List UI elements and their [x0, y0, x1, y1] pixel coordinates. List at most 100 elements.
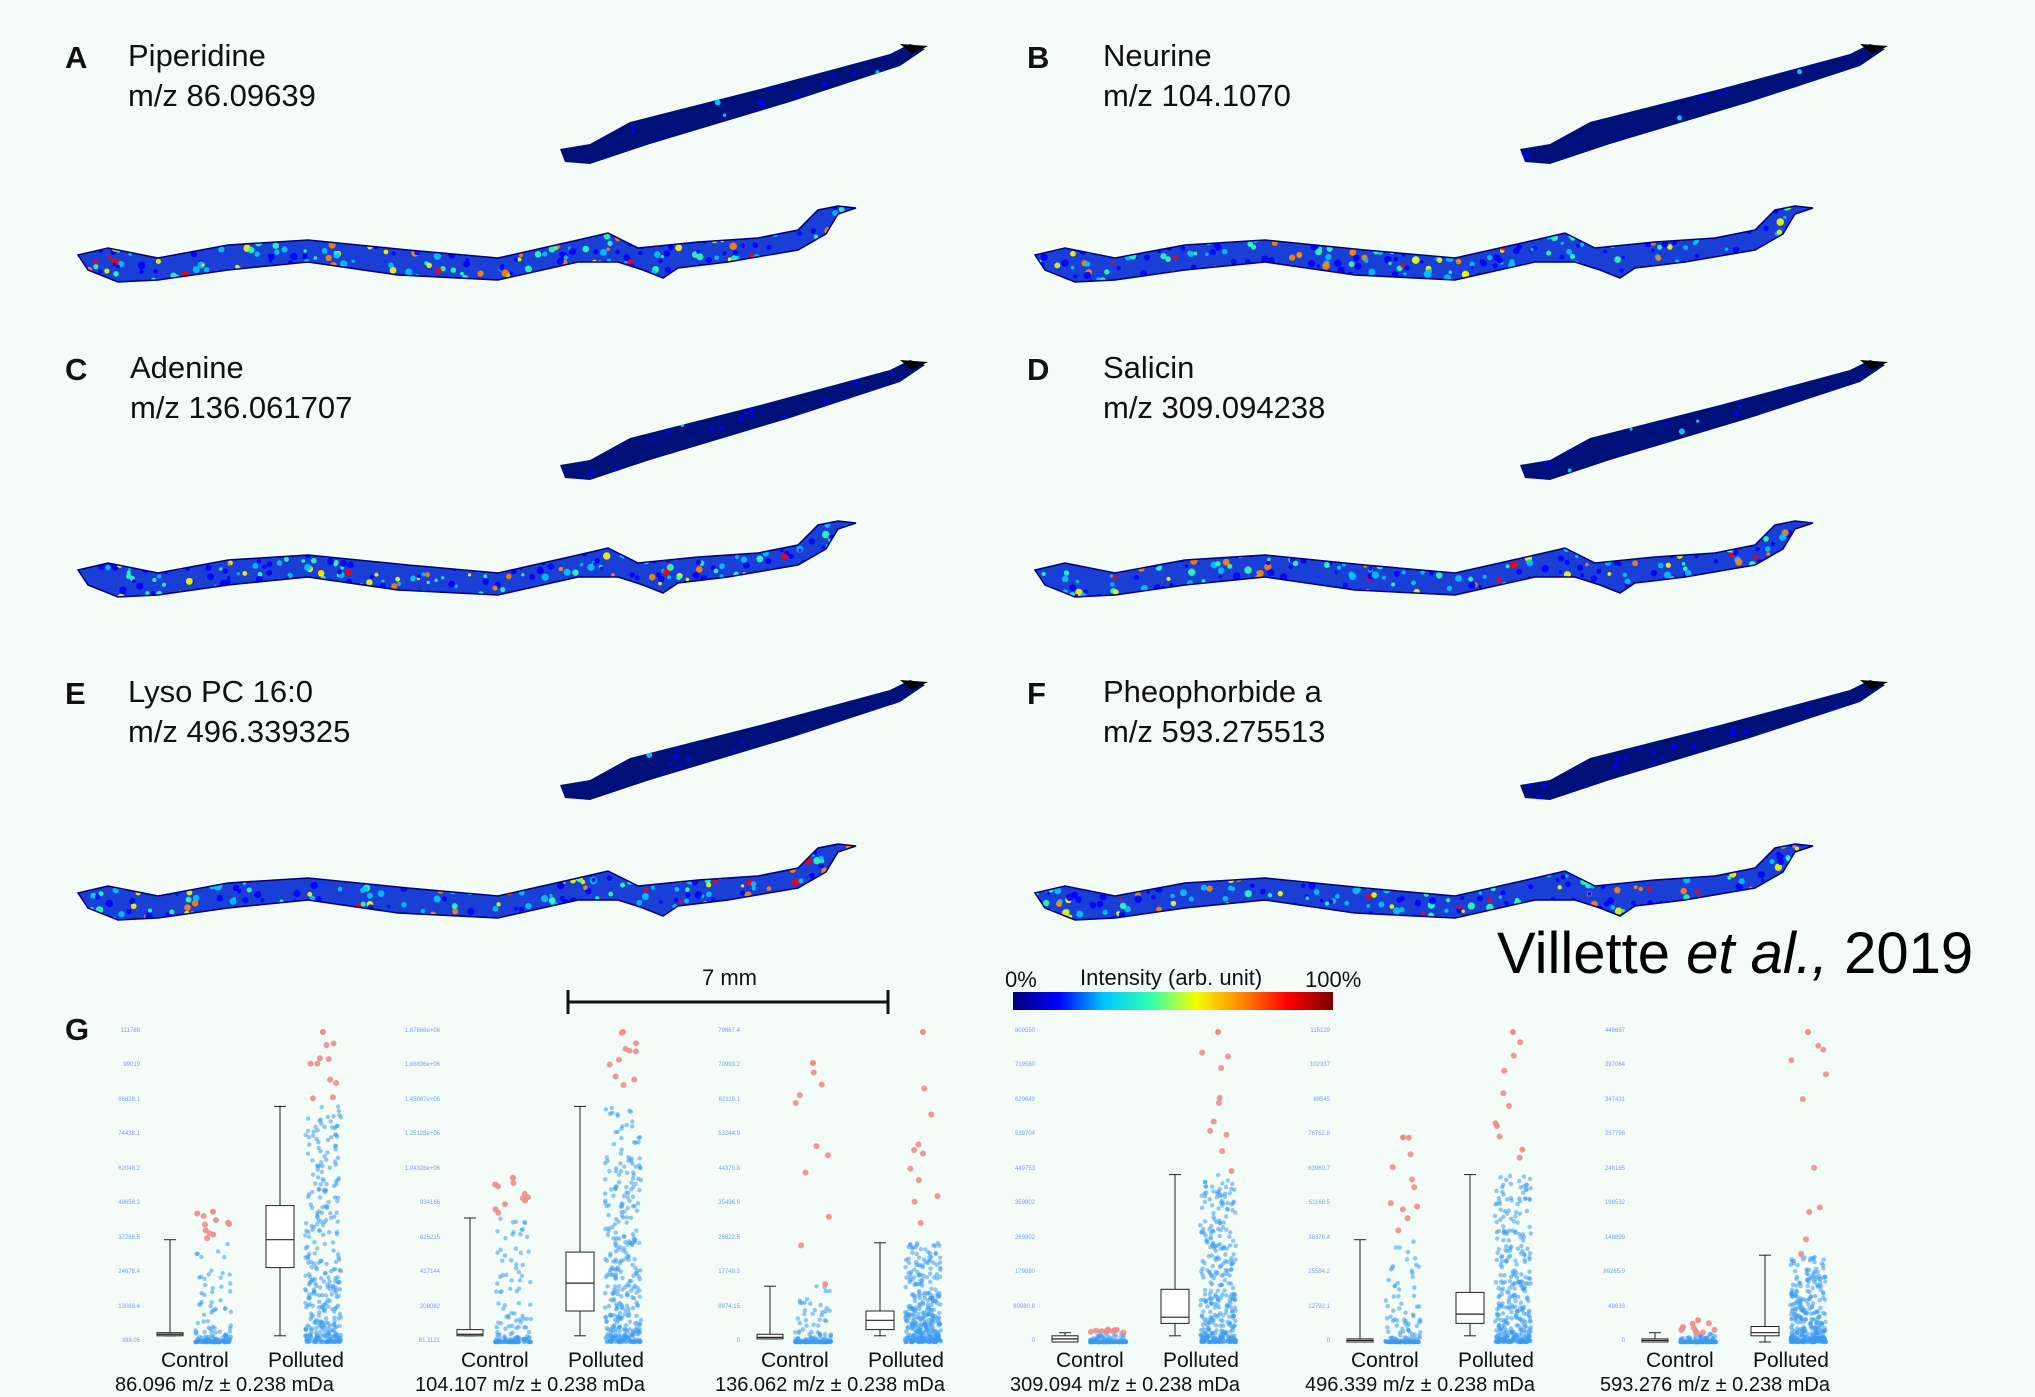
scatter-points	[903, 1241, 943, 1344]
control-group	[1347, 1134, 1423, 1344]
y-tick-label: 49658.3	[80, 1200, 140, 1206]
y-tick-label: 51168.5	[1270, 1200, 1330, 1206]
y-tick-label: 89545	[1270, 1097, 1330, 1103]
boxplot-3	[757, 1029, 943, 1344]
y-tick-label: 115129	[1270, 1028, 1330, 1034]
y-tick-label: 62119.1	[680, 1097, 740, 1103]
panel-letter-a: A	[65, 40, 87, 76]
y-tick-label: 61.1121	[380, 1338, 440, 1344]
group-label-polluted: Polluted	[268, 1349, 344, 1373]
y-tick-label: 17748.3	[680, 1269, 740, 1275]
y-tick-label: 63960.7	[1270, 1166, 1330, 1172]
panel-f-mz: m/z 593.275513	[1103, 714, 1325, 750]
y-tick-label: 1.25128e+06	[380, 1131, 440, 1137]
polluted-group	[1751, 1029, 1829, 1344]
panel-c-compound: Adenine	[130, 350, 244, 386]
control-worm-image	[1520, 41, 1888, 164]
panel-letter-b: B	[1027, 40, 1049, 76]
boxplot-4	[1052, 1029, 1238, 1344]
y-tick-label: 0	[680, 1338, 740, 1344]
iqr-box	[566, 1252, 594, 1311]
citation-etal: et al.,	[1686, 921, 1828, 986]
citation: Villette et al., 2019	[1497, 920, 1973, 987]
panel-letter-e: E	[65, 676, 86, 712]
scatter-points	[303, 1104, 343, 1344]
scatter-points	[603, 1106, 643, 1344]
group-label-polluted: Polluted	[1753, 1349, 1829, 1373]
y-tick-label: 809550	[975, 1028, 1035, 1034]
y-tick-label: 629649	[975, 1097, 1035, 1103]
y-tick-label: 269802	[975, 1235, 1035, 1241]
scatter-points	[1788, 1253, 1828, 1344]
control-group	[757, 1060, 833, 1344]
panel-letter-f: F	[1027, 676, 1046, 712]
colorbar-max-label: 100%	[1305, 967, 1361, 993]
group-label-control: Control	[1351, 1349, 1419, 1373]
panel-e-mz: m/z 496.339325	[128, 714, 350, 750]
y-tick-label: 1.66836e+06	[380, 1062, 440, 1068]
y-tick-label: 719580	[975, 1062, 1035, 1068]
y-tick-label: 625215	[380, 1235, 440, 1241]
y-tick-label: 8874.15	[680, 1304, 740, 1310]
outlier-points	[793, 1060, 832, 1287]
group-label-polluted: Polluted	[868, 1349, 944, 1373]
y-tick-label: 70993.2	[680, 1062, 740, 1068]
polluted-group	[566, 1029, 643, 1344]
iqr-box	[457, 1330, 483, 1336]
boxplot-1	[157, 1029, 343, 1344]
y-tick-label: 35496.6	[680, 1200, 740, 1206]
y-tick-label: 1.04328e+06	[380, 1166, 440, 1172]
panel-letter-d: D	[1027, 352, 1049, 388]
iqr-box	[757, 1334, 783, 1339]
outlier-points	[194, 1209, 232, 1241]
y-tick-label: 446697	[1565, 1028, 1625, 1034]
group-label-control: Control	[461, 1349, 529, 1373]
panel-c-mz: m/z 136.061707	[130, 390, 352, 426]
y-tick-label: 13088.4	[80, 1304, 140, 1310]
iqr-box	[1161, 1289, 1189, 1323]
outlier-points	[308, 1029, 340, 1101]
y-tick-label: 44370.8	[680, 1166, 740, 1172]
scatter-points	[1493, 1174, 1533, 1344]
y-tick-label: 62048.2	[80, 1166, 140, 1172]
iqr-box	[1456, 1292, 1484, 1323]
panel-a-mz: m/z 86.09639	[128, 78, 316, 114]
polluted-worm-image	[78, 512, 860, 603]
control-worm-image	[560, 359, 928, 481]
y-tick-label: 37268.5	[80, 1235, 140, 1241]
scatter-points	[493, 1217, 533, 1345]
y-tick-label: 111788	[80, 1028, 140, 1034]
y-tick-label: 208082	[380, 1304, 440, 1310]
y-tick-label: 24678.4	[80, 1269, 140, 1275]
outlier-points	[907, 1029, 940, 1226]
polluted-group	[1161, 1029, 1238, 1344]
y-tick-label: 297798	[1565, 1131, 1625, 1137]
y-tick-label: 74438.1	[80, 1131, 140, 1137]
polluted-group	[266, 1029, 343, 1344]
control-group	[1052, 1327, 1128, 1345]
control-worm-image	[560, 680, 928, 801]
y-tick-label: 417144	[380, 1269, 440, 1275]
y-tick-label: 834166	[380, 1200, 440, 1206]
y-tick-label: 49633	[1565, 1304, 1625, 1310]
y-tick-label: 99019	[80, 1062, 140, 1068]
outlier-points	[492, 1175, 531, 1216]
y-tick-label: 347431	[1565, 1097, 1625, 1103]
y-tick-label: 99265.9	[1565, 1269, 1625, 1275]
panel-a-compound: Piperidine	[128, 38, 266, 74]
iqr-box	[266, 1206, 294, 1268]
y-tick-label: 79867.4	[680, 1028, 740, 1034]
colorbar-title: Intensity (arb. unit)	[1080, 965, 1262, 991]
y-tick-label: 0	[975, 1338, 1035, 1344]
outlier-points	[1493, 1029, 1526, 1161]
polluted-group	[1456, 1029, 1533, 1344]
polluted-worm-image	[1033, 197, 1814, 288]
group-label-control: Control	[1056, 1349, 1124, 1373]
panel-f-compound: Pheophorbide a	[1103, 674, 1322, 710]
polluted-group	[866, 1029, 943, 1344]
y-tick-label: 80980.8	[975, 1304, 1035, 1310]
group-label-control: Control	[1646, 1349, 1714, 1373]
scale-bar-label: 7 mm	[702, 965, 757, 991]
group-label-polluted: Polluted	[568, 1349, 644, 1373]
y-tick-label: 397064	[1565, 1062, 1625, 1068]
